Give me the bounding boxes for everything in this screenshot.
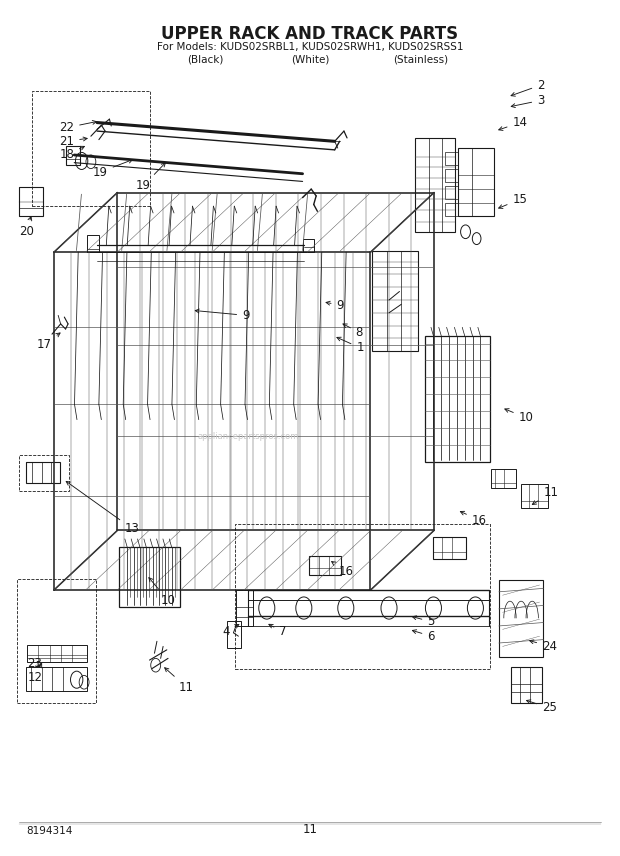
Text: 6: 6: [412, 630, 435, 643]
Text: 4: 4: [222, 624, 239, 639]
Bar: [26, 667, 87, 691]
Bar: [433, 538, 466, 560]
Bar: [19, 455, 69, 491]
Text: (Stainless): (Stainless): [394, 55, 449, 64]
Bar: [491, 469, 516, 488]
Text: 18: 18: [60, 146, 84, 162]
Text: 13: 13: [66, 481, 140, 535]
Text: 8: 8: [343, 324, 363, 339]
Bar: [445, 203, 458, 217]
Text: 16: 16: [332, 562, 353, 578]
Text: 21: 21: [60, 134, 87, 148]
Bar: [499, 580, 543, 657]
Text: appliancepartspros.com: appliancepartspros.com: [198, 432, 299, 441]
Bar: [17, 579, 97, 703]
Text: 12: 12: [27, 663, 42, 684]
Bar: [236, 590, 253, 626]
Text: 17: 17: [37, 333, 60, 351]
Text: 9: 9: [195, 309, 250, 322]
Text: 3: 3: [512, 94, 544, 108]
Text: 2: 2: [511, 79, 544, 96]
Bar: [32, 91, 149, 206]
Text: 25: 25: [526, 700, 557, 715]
Text: 14: 14: [498, 116, 528, 130]
Bar: [445, 186, 458, 199]
Text: 22: 22: [60, 121, 97, 134]
Bar: [415, 138, 455, 232]
Text: (Black): (Black): [187, 55, 223, 64]
Bar: [19, 187, 43, 217]
Text: 7: 7: [269, 624, 286, 639]
Text: 1: 1: [337, 337, 364, 354]
Text: 23: 23: [27, 657, 42, 670]
Text: For Models: KUDS02SRBL1, KUDS02SRWH1, KUDS02SRSS1: For Models: KUDS02SRBL1, KUDS02SRWH1, KU…: [157, 43, 463, 52]
Text: UPPER RACK AND TRACK PARTS: UPPER RACK AND TRACK PARTS: [161, 25, 459, 43]
Text: 20: 20: [19, 217, 33, 238]
Bar: [235, 524, 490, 669]
Bar: [445, 169, 458, 182]
Bar: [425, 336, 490, 462]
Text: 10: 10: [505, 408, 533, 425]
Text: 16: 16: [460, 511, 487, 526]
Text: 15: 15: [498, 193, 528, 208]
Bar: [309, 556, 341, 574]
Text: 5: 5: [412, 615, 435, 628]
Bar: [458, 148, 494, 217]
Bar: [87, 235, 99, 253]
Bar: [27, 645, 87, 662]
Bar: [118, 548, 180, 607]
Text: 8194314: 8194314: [26, 826, 73, 835]
Text: 11: 11: [533, 486, 558, 504]
Bar: [521, 484, 548, 508]
Text: (White): (White): [291, 55, 329, 64]
Bar: [303, 239, 314, 253]
Text: 19: 19: [136, 163, 166, 193]
Text: 19: 19: [93, 159, 133, 179]
Text: 9: 9: [326, 299, 344, 312]
Text: 24: 24: [529, 640, 557, 653]
Bar: [372, 251, 418, 351]
Bar: [66, 146, 80, 165]
Text: 11: 11: [303, 823, 317, 835]
Bar: [26, 462, 60, 483]
Bar: [228, 621, 241, 648]
Bar: [445, 152, 458, 165]
Text: 11: 11: [165, 668, 194, 694]
Text: 10: 10: [149, 578, 175, 607]
Bar: [512, 667, 542, 703]
